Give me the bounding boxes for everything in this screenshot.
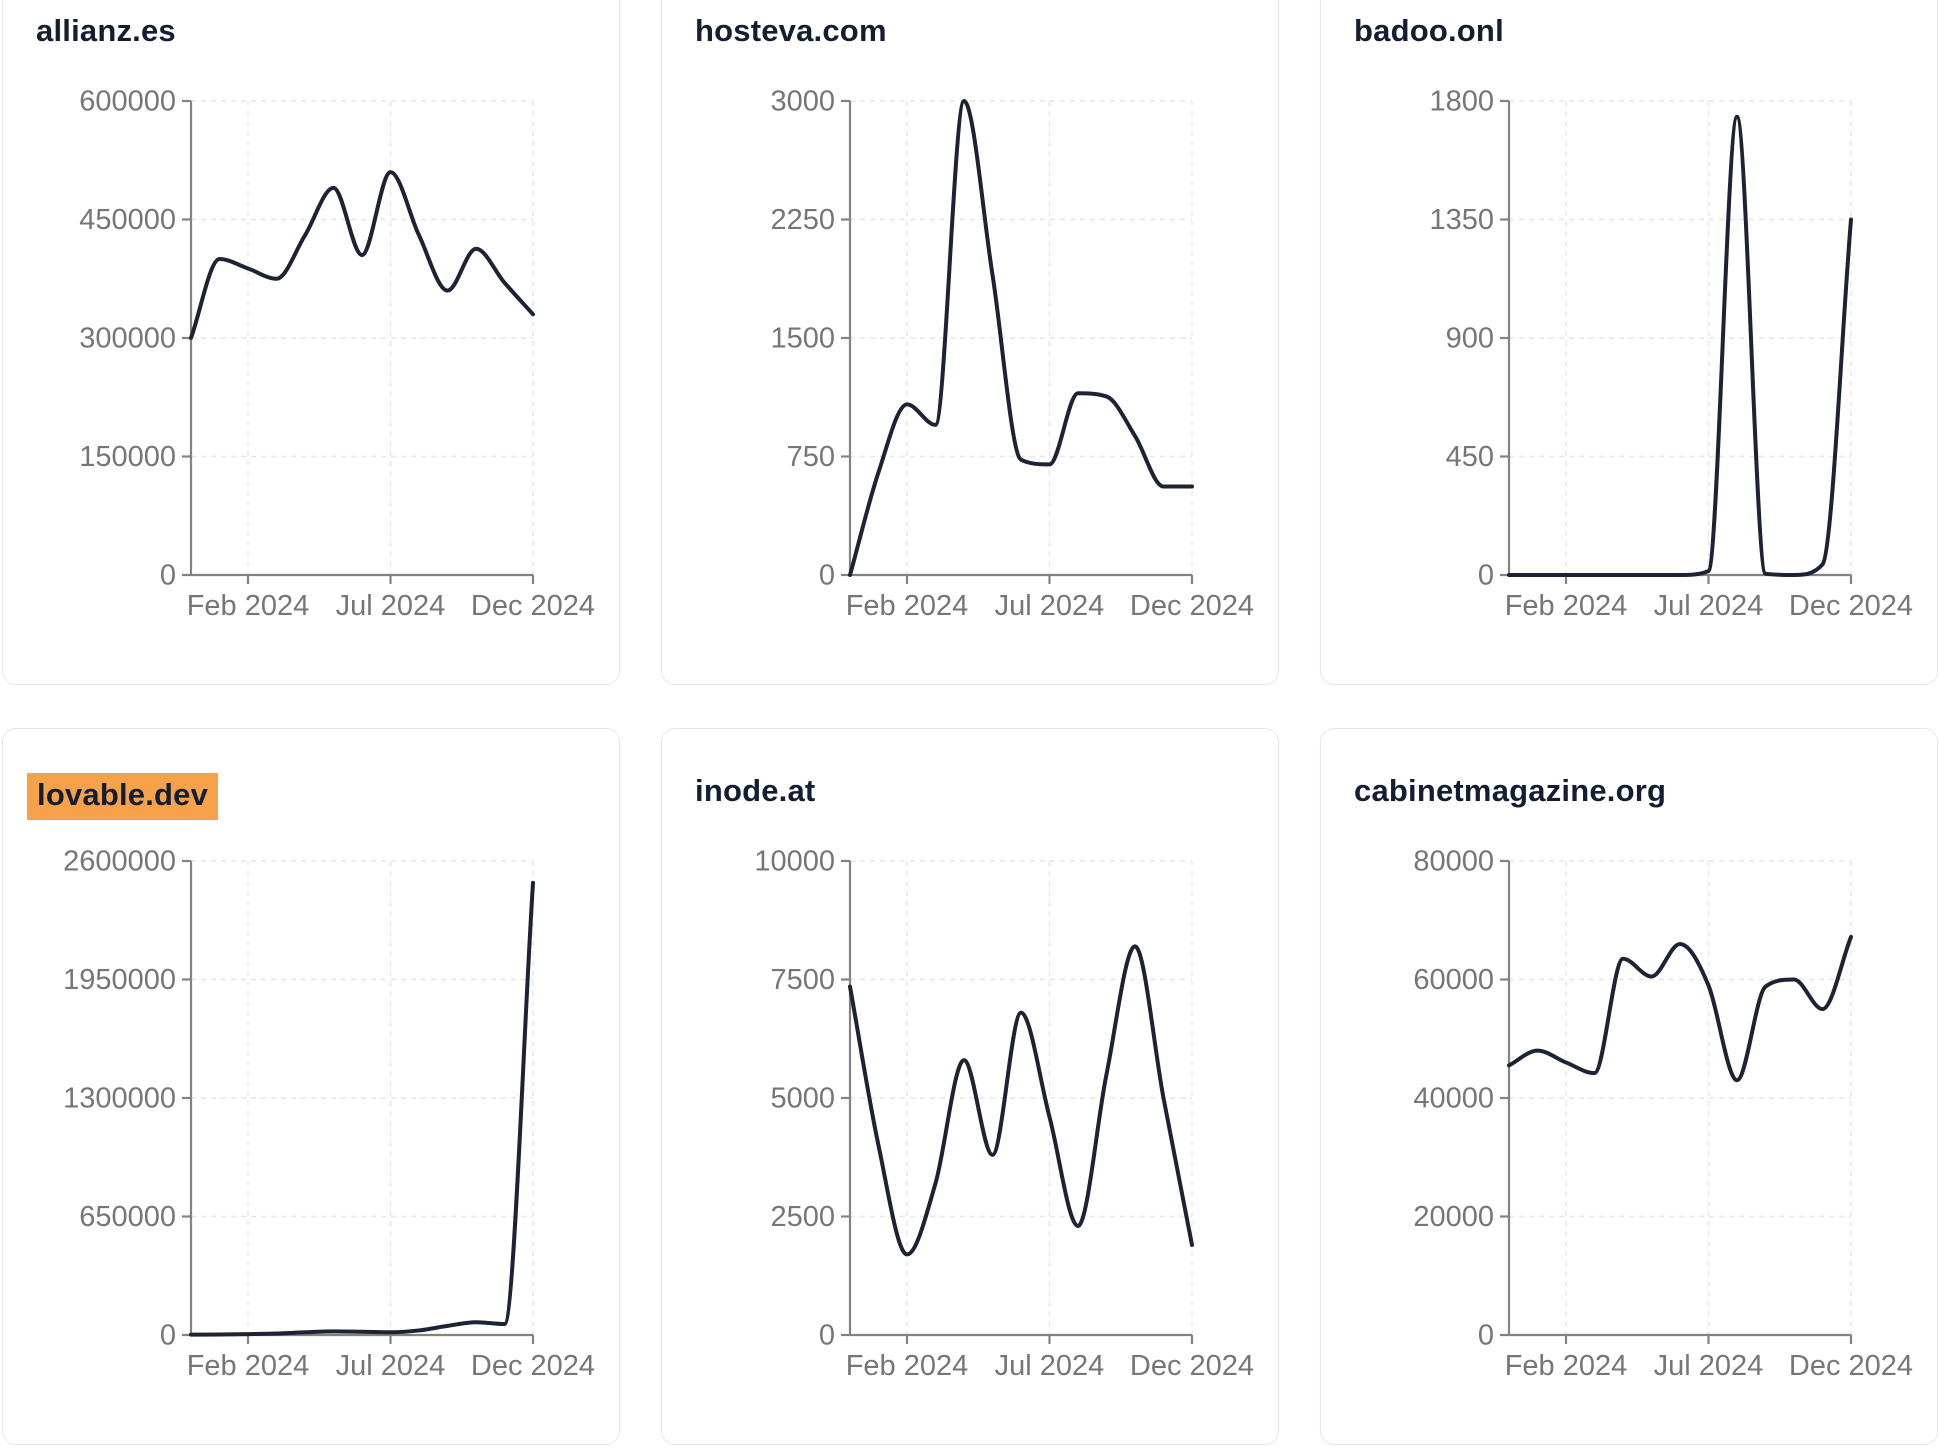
svg-text:650000: 650000 bbox=[79, 1201, 176, 1233]
svg-text:2500: 2500 bbox=[770, 1201, 835, 1233]
chart-title-text: hosteva.com bbox=[695, 13, 887, 48]
chart-card-badoo-onl: badoo.onl 0 450 900 1350 1800 Feb 2024 Jul 202… bbox=[1320, 0, 1938, 685]
svg-text:0: 0 bbox=[1478, 1320, 1494, 1352]
svg-text:2600000: 2600000 bbox=[63, 846, 176, 878]
svg-text:900: 900 bbox=[1446, 323, 1494, 355]
svg-text:5000: 5000 bbox=[770, 1083, 835, 1115]
svg-text:750: 750 bbox=[787, 441, 835, 473]
svg-text:150000: 150000 bbox=[79, 441, 176, 473]
svg-text:Jul 2024: Jul 2024 bbox=[336, 590, 446, 622]
svg-text:Jul 2024: Jul 2024 bbox=[1654, 1350, 1764, 1382]
svg-text:7500: 7500 bbox=[770, 964, 835, 996]
svg-text:1500: 1500 bbox=[770, 323, 835, 355]
svg-text:600000: 600000 bbox=[79, 86, 176, 118]
chart-title-text: cabinetmagazine.org bbox=[1354, 773, 1667, 808]
svg-text:60000: 60000 bbox=[1413, 964, 1494, 996]
svg-text:20000: 20000 bbox=[1413, 1201, 1494, 1233]
svg-text:Jul 2024: Jul 2024 bbox=[995, 1350, 1105, 1382]
svg-text:1300000: 1300000 bbox=[63, 1083, 176, 1115]
line-chart-hosteva-com: 0 750 1500 2250 3000 Feb 2024 Jul 2024 Dec 2024 bbox=[770, 86, 1254, 622]
svg-text:80000: 80000 bbox=[1413, 846, 1494, 878]
line-chart-cabinetmagazine-org: 0 20000 40000 60000 80000 Feb 2024 Jul 2024 Dec… bbox=[1413, 846, 1913, 1382]
svg-text:1800: 1800 bbox=[1429, 86, 1494, 118]
svg-text:Feb 2024: Feb 2024 bbox=[187, 1350, 310, 1382]
svg-text:0: 0 bbox=[160, 560, 176, 592]
svg-text:Feb 2024: Feb 2024 bbox=[846, 1350, 969, 1382]
svg-text:Dec 2024: Dec 2024 bbox=[471, 590, 595, 622]
svg-text:3000: 3000 bbox=[770, 86, 835, 118]
line-chart-lovable-dev: 0 650000 1300000 1950000 2600000 Feb 2024 Jul … bbox=[63, 846, 595, 1382]
svg-text:10000: 10000 bbox=[754, 846, 835, 878]
svg-text:300000: 300000 bbox=[79, 323, 176, 355]
chart-card-inode-at: inode.at 0 2500 5000 7500 10000 Feb 2024 Jul 2… bbox=[661, 728, 1279, 1445]
svg-text:Dec 2024: Dec 2024 bbox=[1130, 590, 1254, 622]
line-chart-badoo-onl: 0 450 900 1350 1800 Feb 2024 Jul 2024 Dec 2024 bbox=[1429, 86, 1913, 622]
chart-card-hosteva-com: hosteva.com 0 750 1500 2250 3000 Feb 2024 Jul … bbox=[661, 0, 1279, 685]
svg-text:0: 0 bbox=[160, 1320, 176, 1352]
svg-text:Feb 2024: Feb 2024 bbox=[1505, 590, 1628, 622]
line-chart-allianz-es: 0 150000 300000 450000 600000 Feb 2024 Jul 202… bbox=[79, 86, 595, 622]
chart-title-allianz-es: allianz.es bbox=[36, 13, 176, 49]
svg-text:2250: 2250 bbox=[770, 204, 835, 236]
chart-card-lovable-dev: lovable.dev 0 650000 1300000 1950000 2600000… bbox=[2, 728, 620, 1445]
svg-text:Jul 2024: Jul 2024 bbox=[995, 590, 1105, 622]
svg-text:Jul 2024: Jul 2024 bbox=[1654, 590, 1764, 622]
chart-title-badoo-onl: badoo.onl bbox=[1354, 13, 1504, 49]
chart-title-cabinetmagazine-org: cabinetmagazine.org bbox=[1354, 773, 1666, 809]
svg-text:Dec 2024: Dec 2024 bbox=[1789, 590, 1913, 622]
chart-title-inode-at: inode.at bbox=[695, 773, 815, 809]
chart-title-lovable-dev: lovable.dev bbox=[27, 773, 219, 820]
svg-text:1950000: 1950000 bbox=[63, 964, 176, 996]
svg-text:0: 0 bbox=[819, 1320, 835, 1352]
svg-text:Dec 2024: Dec 2024 bbox=[1130, 1350, 1254, 1382]
chart-title-text-highlighted: lovable.dev bbox=[27, 773, 219, 820]
svg-text:Dec 2024: Dec 2024 bbox=[471, 1350, 595, 1382]
chart-card-cabinetmagazine-org: cabinetmagazine.org 0 20000 40000 60000 8000… bbox=[1320, 728, 1938, 1445]
chart-card-allianz-es: allianz.es 0 150000 300000 450000 600000 Feb … bbox=[2, 0, 620, 685]
chart-title-text: allianz.es bbox=[36, 13, 176, 48]
svg-text:0: 0 bbox=[819, 560, 835, 592]
svg-text:450: 450 bbox=[1446, 441, 1494, 473]
svg-text:Feb 2024: Feb 2024 bbox=[846, 590, 969, 622]
svg-text:1350: 1350 bbox=[1429, 204, 1494, 236]
chart-title-text: badoo.onl bbox=[1354, 13, 1504, 48]
line-chart-inode-at: 0 2500 5000 7500 10000 Feb 2024 Jul 2024 Dec 20… bbox=[754, 846, 1254, 1382]
svg-text:0: 0 bbox=[1478, 560, 1494, 592]
svg-text:450000: 450000 bbox=[79, 204, 176, 236]
chart-title-text: inode.at bbox=[695, 773, 816, 808]
chart-title-hosteva-com: hosteva.com bbox=[695, 13, 887, 49]
svg-text:Dec 2024: Dec 2024 bbox=[1789, 1350, 1913, 1382]
svg-text:40000: 40000 bbox=[1413, 1083, 1494, 1115]
svg-text:Feb 2024: Feb 2024 bbox=[187, 590, 310, 622]
svg-text:Feb 2024: Feb 2024 bbox=[1505, 1350, 1628, 1382]
svg-text:Jul 2024: Jul 2024 bbox=[336, 1350, 446, 1382]
